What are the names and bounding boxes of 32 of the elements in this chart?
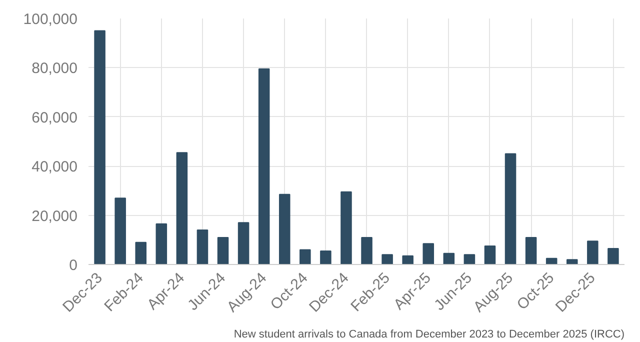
y-tick-label: 100,000 xyxy=(23,11,78,28)
bar xyxy=(238,222,250,264)
bar xyxy=(217,236,229,264)
bar xyxy=(300,249,311,264)
bar xyxy=(156,223,168,264)
bar xyxy=(340,191,352,264)
bar xyxy=(361,236,372,264)
bar xyxy=(135,242,146,264)
y-tick-label: 60,000 xyxy=(32,109,78,126)
bar xyxy=(504,153,516,264)
bar xyxy=(278,194,290,264)
bar xyxy=(484,246,496,264)
bar xyxy=(608,248,619,264)
bar xyxy=(587,240,598,264)
y-tick-label: 80,000 xyxy=(32,60,78,78)
bar xyxy=(525,236,537,264)
bar xyxy=(94,30,106,264)
bar xyxy=(566,259,578,264)
y-tick-label: 0 xyxy=(69,257,78,274)
bar xyxy=(402,255,414,264)
bar xyxy=(422,243,434,264)
bar xyxy=(258,68,270,264)
bar xyxy=(382,254,393,264)
bar xyxy=(320,250,332,264)
y-tick-label: 40,000 xyxy=(32,158,78,176)
y-tick-label: 20,000 xyxy=(32,208,78,225)
text: New student arrivals to Canada from December 2023 to December 2025 (IRCC) xyxy=(234,328,624,340)
bar xyxy=(464,254,476,264)
bar xyxy=(196,230,208,264)
bar xyxy=(114,198,126,264)
bar xyxy=(443,252,455,264)
bar xyxy=(176,152,188,264)
